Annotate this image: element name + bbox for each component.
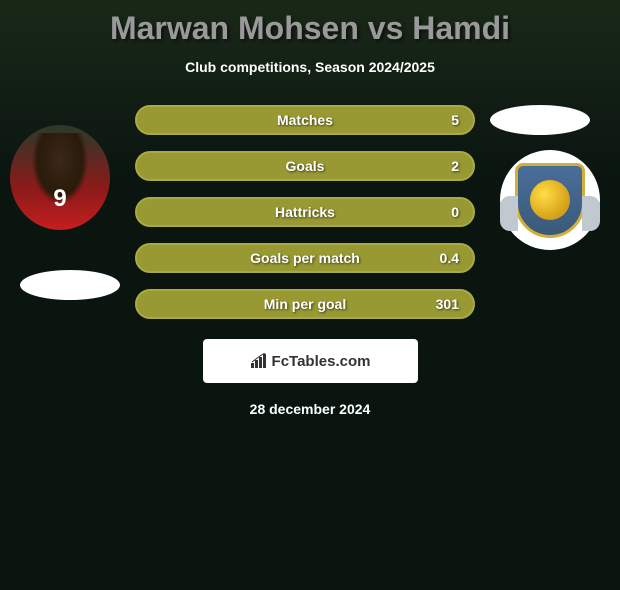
stat-label: Goals bbox=[286, 158, 325, 174]
stat-value: 2 bbox=[451, 158, 459, 174]
comparison-title: Marwan Mohsen vs Hamdi bbox=[0, 10, 620, 47]
right-badge-oval bbox=[490, 105, 590, 135]
stat-row: Matches 5 bbox=[135, 105, 475, 135]
brand-text: FcTables.com bbox=[272, 353, 371, 370]
season-subtitle: Club competitions, Season 2024/2025 bbox=[0, 59, 620, 75]
stat-row: Min per goal 301 bbox=[135, 289, 475, 319]
stat-value: 5 bbox=[451, 112, 459, 128]
club-shield-icon bbox=[515, 163, 585, 238]
stat-value: 301 bbox=[436, 296, 459, 312]
stats-container: Matches 5 Goals 2 Hattricks 0 Goals per … bbox=[135, 105, 475, 319]
player-photo-left: 9 bbox=[10, 125, 110, 230]
brand-chart-icon bbox=[250, 353, 268, 369]
stat-row: Hattricks 0 bbox=[135, 197, 475, 227]
left-badge-oval bbox=[20, 270, 120, 300]
stat-value: 0 bbox=[451, 204, 459, 220]
comparison-date: 28 december 2024 bbox=[0, 401, 620, 417]
stat-value: 0.4 bbox=[440, 250, 459, 266]
stat-row: Goals 2 bbox=[135, 151, 475, 181]
stat-label: Hattricks bbox=[275, 204, 335, 220]
comparison-content: 9 Matches 5 Goals 2 Hattricks 0 Goals pe… bbox=[0, 105, 620, 417]
stat-row: Goals per match 0.4 bbox=[135, 243, 475, 273]
club-badge-right bbox=[500, 150, 600, 250]
stat-label: Min per goal bbox=[264, 296, 346, 312]
brand-badge: FcTables.com bbox=[203, 339, 418, 383]
jersey-number: 9 bbox=[53, 185, 66, 213]
stat-label: Matches bbox=[277, 112, 333, 128]
stat-label: Goals per match bbox=[250, 250, 360, 266]
